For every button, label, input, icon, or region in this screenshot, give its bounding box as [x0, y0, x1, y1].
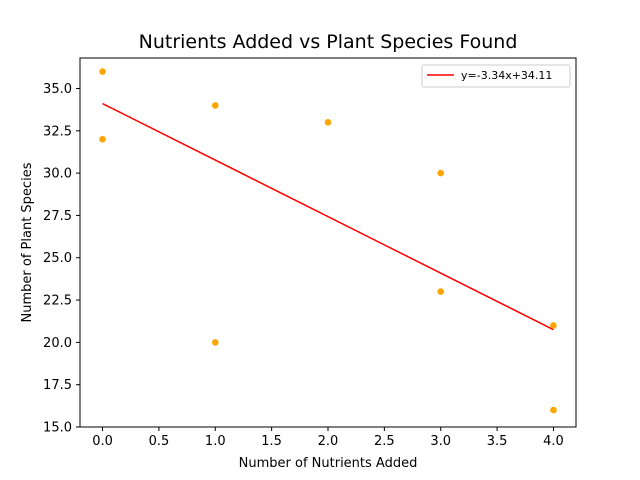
data-point [550, 322, 557, 329]
y-tick-label: 15.0 [43, 421, 72, 436]
y-axis-label: Number of Plant Species [20, 162, 35, 322]
y-tick-label: 32.5 [43, 124, 72, 139]
y-tick-label: 30.0 [43, 167, 72, 182]
legend-fit-label: y=-3.34x+34.11 [461, 69, 552, 82]
regression-line [102, 102, 554, 331]
data-point [437, 288, 445, 295]
y-tick-label: 22.5 [43, 294, 72, 309]
y-tick-label: 35.0 [43, 82, 72, 97]
data-point [211, 339, 219, 346]
chart-title: Nutrients Added vs Plant Species Found [139, 31, 518, 53]
data-point [211, 102, 219, 109]
x-tick-label: 4.0 [543, 434, 564, 449]
data-point [437, 169, 445, 177]
x-tick-label: 3.0 [430, 434, 451, 449]
x-tick-label: 1.5 [261, 434, 282, 449]
x-tick-label: 0.5 [149, 434, 170, 449]
x-tick-label: 0.0 [92, 434, 113, 449]
data-point [550, 406, 557, 414]
legend-box [421, 64, 571, 88]
x-tick-label: 1.0 [205, 434, 226, 449]
y-tick-label: 17.5 [43, 378, 72, 393]
data-point [324, 119, 332, 126]
x-axis-label: Number of Nutrients Added [239, 456, 418, 471]
data-point [99, 68, 106, 75]
data-point [99, 135, 106, 143]
x-tick-label: 2.0 [318, 434, 339, 449]
legend: y=-3.34x+34.11 [421, 64, 571, 88]
y-tick-label: 25.0 [43, 251, 72, 266]
x-tick-label: 2.5 [374, 434, 395, 449]
y-tick-label: 27.5 [43, 209, 72, 224]
plot-area-frame [79, 57, 577, 428]
y-tick-label: 20.0 [43, 336, 72, 351]
x-tick-label: 3.5 [487, 434, 508, 449]
